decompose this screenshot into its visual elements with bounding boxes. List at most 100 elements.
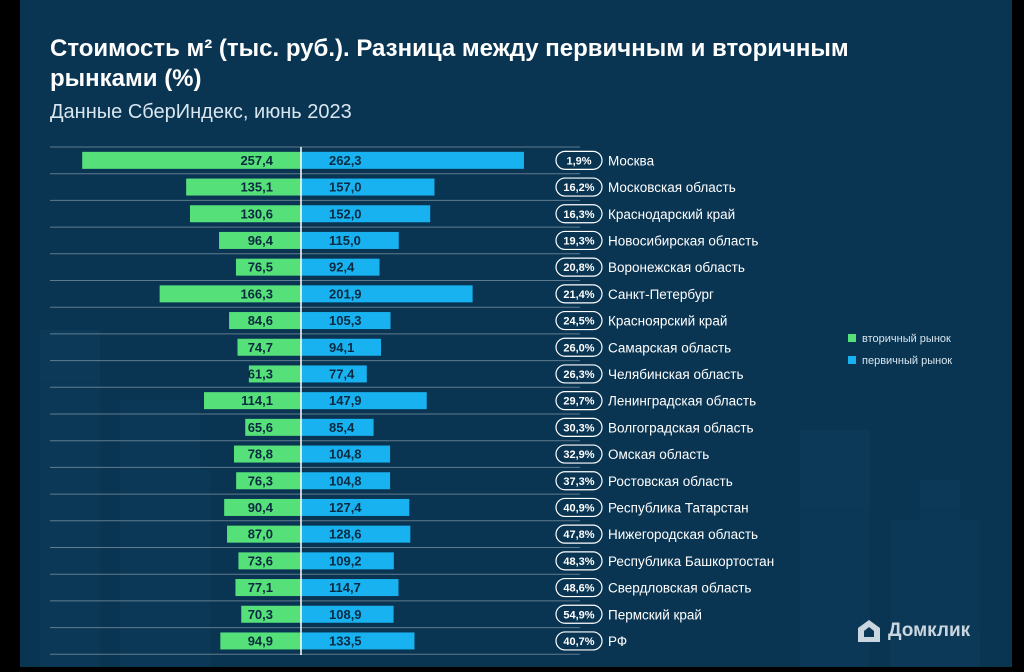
bar-secondary-label: 74,7	[248, 340, 273, 355]
chart-subtitle: Данные СберИндекс, июнь 2023	[50, 101, 352, 123]
bar-primary	[301, 151, 524, 169]
bar-primary-label: 104,8	[329, 447, 362, 462]
bar-primary	[301, 632, 415, 650]
difference-pill	[555, 417, 603, 437]
difference-label: 21,4%	[563, 289, 594, 301]
bar-primary	[301, 285, 473, 303]
bar-primary	[301, 365, 367, 383]
difference-label: 26,0%	[563, 342, 594, 354]
bar-primary-label: 108,9	[329, 607, 362, 622]
bar-secondary-label: 76,5	[248, 260, 273, 275]
difference-label: 47,8%	[563, 529, 594, 541]
bar-secondary	[219, 231, 301, 249]
bar-secondary-label: 96,4	[248, 233, 274, 248]
difference-label: 26,3%	[563, 369, 594, 381]
bar-primary-label: 133,5	[329, 633, 362, 648]
difference-pill	[555, 257, 603, 277]
difference-label: 16,2%	[563, 182, 594, 194]
bar-primary-label: 115,0	[329, 233, 361, 248]
bar-primary	[301, 605, 394, 623]
background-skyline	[40, 330, 980, 667]
difference-pill	[555, 631, 603, 651]
difference-label: 54,9%	[563, 609, 594, 621]
bar-primary	[301, 231, 399, 249]
bar-primary	[301, 445, 391, 463]
difference-label: 32,9%	[563, 449, 594, 461]
difference-pill	[555, 177, 603, 197]
bar-primary-label: 152,0	[329, 206, 362, 221]
bar-primary-label: 85,4	[329, 420, 355, 435]
bar-secondary	[229, 312, 301, 330]
difference-pill	[555, 150, 603, 170]
bar-primary	[301, 579, 399, 597]
bar-secondary	[234, 445, 301, 463]
bar-secondary	[220, 632, 301, 650]
bar-secondary	[204, 392, 301, 410]
house-icon	[858, 620, 880, 642]
bar-secondary	[224, 498, 301, 516]
bar-secondary-label: 94,9	[248, 633, 273, 648]
difference-pill	[555, 204, 603, 224]
difference-label: 48,3%	[563, 556, 594, 568]
difference-label: 1,9%	[566, 155, 591, 167]
bar-secondary-label: 257,4	[240, 153, 273, 168]
bar-primary	[301, 338, 381, 356]
legend: вторичный рынок первичный рынок	[848, 333, 952, 367]
bar-secondary-label: 135,1	[240, 180, 273, 195]
difference-pill	[555, 391, 603, 411]
difference-pill	[555, 284, 603, 304]
region-label: Свердловская область	[608, 581, 751, 596]
difference-label: 48,6%	[563, 583, 594, 595]
legend-label: первичный рынок	[862, 355, 952, 367]
difference-pill	[555, 497, 603, 518]
bar-primary-label: 109,2	[329, 553, 362, 568]
bar-primary	[301, 418, 374, 436]
bar-secondary-label: 73,6	[248, 553, 273, 568]
bar-primary-label: 105,3	[329, 313, 362, 328]
bar-primary-label: 114,7	[329, 580, 361, 595]
bar-primary	[301, 178, 435, 196]
diverging-bar-chart: 257,4 262,3 1,9% Москва 135,1 157,0 16,2% Моско…	[50, 146, 952, 655]
row-separators	[50, 146, 580, 655]
bar-secondary-label: 78,8	[248, 447, 273, 462]
region-label: Красноярский край	[608, 314, 727, 329]
difference-label: 30,3%	[563, 422, 594, 434]
bar-secondary	[235, 258, 301, 276]
difference-pill	[555, 444, 603, 464]
region-label: Омская область	[608, 447, 709, 462]
region-label: Самарская область	[608, 340, 731, 355]
bar-primary	[301, 472, 391, 490]
difference-label: 20,8%	[563, 262, 594, 274]
difference-pill	[555, 364, 603, 384]
logo-text: Домклик	[888, 620, 971, 641]
bar-secondary	[238, 552, 301, 570]
bar-primary	[301, 498, 410, 516]
bar-secondary-label: 65,6	[248, 420, 273, 435]
difference-label: 40,9%	[563, 502, 594, 514]
bar-secondary-label: 70,3	[248, 607, 273, 622]
chart-frame: Стоимость м² (тыс. руб.). Разница между …	[20, 0, 1012, 667]
bar-secondary	[159, 285, 301, 303]
difference-pill	[555, 524, 603, 544]
difference-label: 37,3%	[563, 476, 594, 488]
region-label: Новосибирская область	[608, 233, 758, 248]
region-label: Московская область	[608, 180, 736, 195]
bar-secondary	[186, 178, 301, 196]
bar-primary	[301, 312, 391, 330]
domclick-logo: Домклик	[856, 618, 970, 644]
difference-label: 16,3%	[563, 209, 594, 221]
bar-secondary	[245, 418, 301, 436]
bar-primary-label: 92,4	[329, 260, 355, 275]
bar-primary	[301, 258, 380, 276]
bar-primary-label: 104,8	[329, 473, 362, 488]
bar-secondary-label: 130,6	[240, 206, 273, 221]
chart-title: Стоимость м² (тыс. руб.). Разница между …	[50, 35, 849, 92]
difference-pill	[555, 230, 603, 251]
region-label: Ленинградская область	[608, 394, 756, 409]
bar-secondary-label: 114,1	[241, 393, 273, 408]
bar-secondary-label: 77,1	[248, 580, 273, 595]
difference-pill	[555, 337, 603, 357]
bar-primary-label: 94,1	[329, 340, 354, 355]
bar-secondary	[236, 472, 301, 490]
legend-label: вторичный рынок	[862, 333, 951, 345]
